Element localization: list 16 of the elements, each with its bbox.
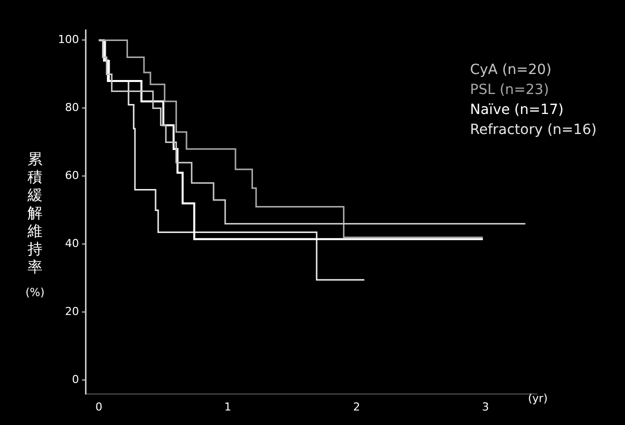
y-tick-label: 0 [72,373,79,386]
x-tick-label: 3 [482,400,489,414]
text: Naïve (n=17) [470,101,565,120]
x-axis-title: (yr) [528,392,548,405]
y-axis-title: 累積緩解維持率 (%) [24,150,46,301]
y-tick-label: 80 [64,101,79,114]
y-tick-label: 40 [64,237,79,250]
y-tick-label: 60 [64,169,79,182]
text: CyA (n=20) [470,61,552,80]
x-tick-label: 2 [353,400,360,414]
x-tick-label: 0 [95,400,102,414]
text: PSL (n=23) [470,81,550,100]
y-tick-label: 20 [64,305,79,318]
y-tick-label: 100 [58,33,79,46]
text: Refractory (n=16) [470,121,597,140]
x-tick-label: 1 [224,400,232,414]
